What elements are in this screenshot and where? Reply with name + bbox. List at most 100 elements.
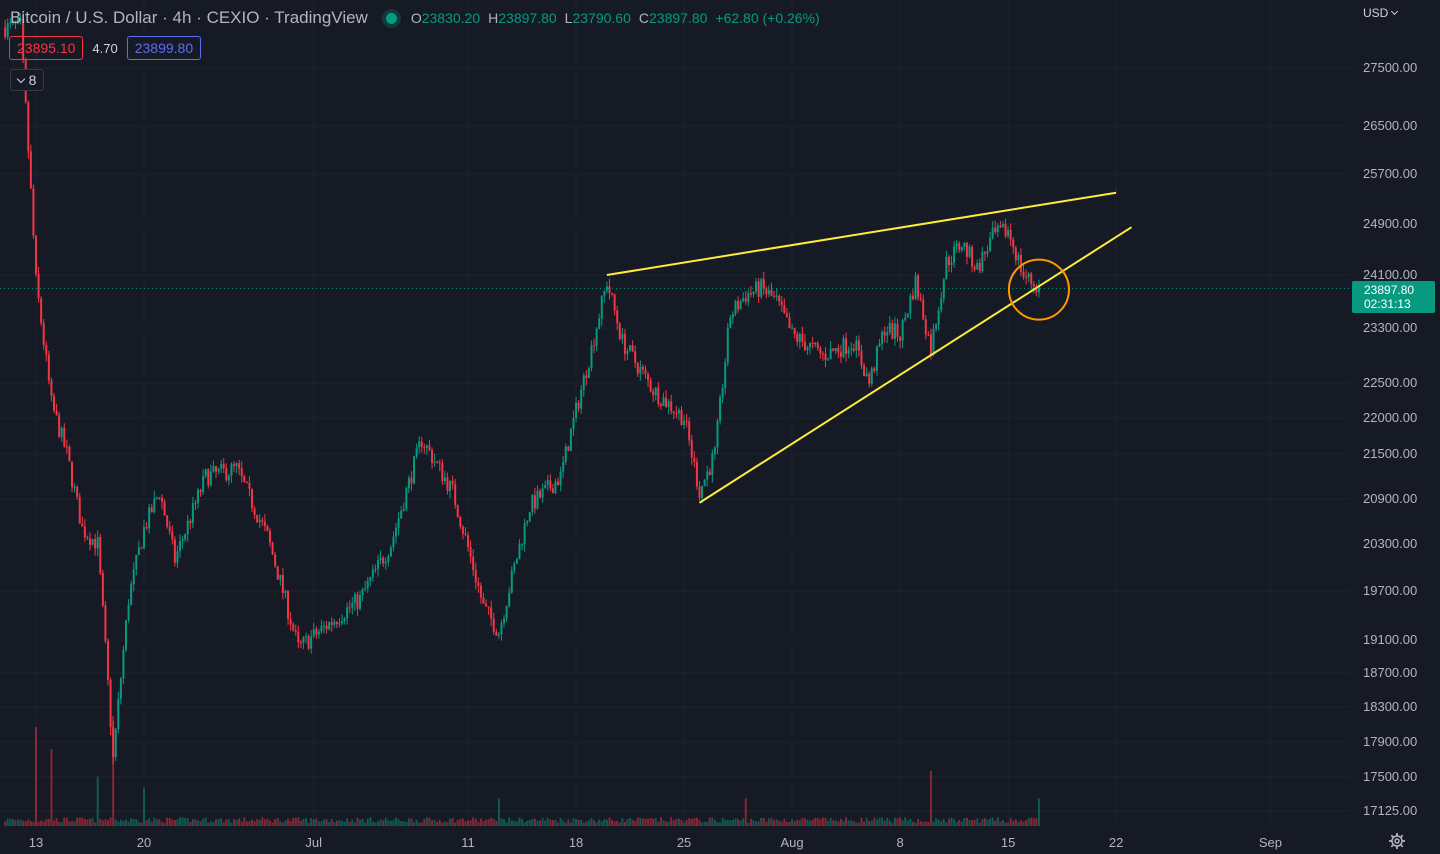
axes: 27500.00 26500.00 25700.00 24900.00 24100.00… bbox=[29, 60, 1417, 850]
volume-bar bbox=[544, 820, 547, 826]
price-axis-label: 20900.00 bbox=[1363, 491, 1417, 506]
candle-body bbox=[104, 605, 107, 641]
candle-body bbox=[287, 591, 290, 619]
candle-body bbox=[155, 497, 158, 499]
volume-bar bbox=[626, 819, 629, 826]
volume-bar bbox=[343, 821, 346, 826]
candle-body bbox=[546, 480, 549, 485]
volume-bar bbox=[433, 819, 436, 826]
candle-body bbox=[441, 463, 444, 482]
volume-bar bbox=[4, 821, 7, 826]
interval-label[interactable]: 4h bbox=[172, 8, 192, 27]
volume-bar bbox=[942, 819, 945, 826]
currency-selector[interactable]: USD bbox=[1363, 6, 1399, 20]
candle-body bbox=[222, 464, 225, 469]
candle-body bbox=[29, 151, 32, 189]
volume-bar bbox=[659, 817, 662, 826]
volume-bar bbox=[521, 818, 524, 826]
candle-body bbox=[770, 290, 773, 296]
time-axis-label: 25 bbox=[677, 835, 691, 850]
candle-body bbox=[356, 594, 359, 609]
candle-body bbox=[359, 594, 362, 609]
symbol-title[interactable]: Bitcoin / U.S. Dollar · 4h · CEXIO · Tra… bbox=[10, 8, 368, 28]
volume-bar bbox=[914, 822, 917, 826]
candle-body bbox=[981, 252, 984, 272]
volume-bar bbox=[554, 819, 557, 826]
candle-body bbox=[407, 477, 410, 489]
volume-bar bbox=[888, 820, 891, 826]
volume-bar bbox=[42, 821, 45, 826]
price-axis-label: 19700.00 bbox=[1363, 583, 1417, 598]
volume-bar bbox=[294, 817, 297, 826]
time-axis-label: 11 bbox=[461, 835, 475, 850]
candle-body bbox=[901, 320, 904, 341]
volume-bar bbox=[917, 818, 920, 826]
volume-bar bbox=[276, 818, 279, 826]
volume-bar bbox=[1004, 822, 1007, 826]
volume-bar bbox=[261, 817, 264, 826]
volume-bar bbox=[389, 820, 392, 826]
candle-body bbox=[245, 481, 248, 483]
candle-body bbox=[724, 362, 727, 389]
candle-body bbox=[672, 411, 675, 413]
volume-bar bbox=[603, 819, 606, 826]
candle-body bbox=[775, 295, 778, 297]
volume-bar bbox=[536, 820, 539, 826]
candle-body bbox=[78, 496, 81, 524]
price-axis-label: 26500.00 bbox=[1363, 118, 1417, 133]
volume-bar bbox=[842, 820, 845, 826]
candle-body bbox=[148, 507, 151, 529]
candle-body bbox=[932, 329, 935, 356]
indicators-toggle-button[interactable]: 8 bbox=[10, 69, 44, 91]
candle-body bbox=[845, 338, 848, 354]
candle-body bbox=[806, 347, 809, 351]
candle-body bbox=[53, 395, 56, 411]
candle-body bbox=[99, 537, 102, 573]
candle-body bbox=[446, 477, 449, 491]
candle-body bbox=[125, 620, 128, 650]
volume-bar bbox=[217, 818, 220, 826]
volume-bar bbox=[27, 819, 30, 826]
volume-bar bbox=[333, 822, 336, 826]
candle-body bbox=[109, 679, 112, 728]
volume-bar bbox=[197, 820, 200, 826]
volume-bar bbox=[739, 820, 742, 826]
candle-body bbox=[281, 574, 284, 593]
candle-body bbox=[881, 331, 884, 344]
volume-bar bbox=[929, 771, 932, 826]
volume-bar bbox=[472, 817, 475, 826]
volume-bar bbox=[181, 817, 184, 826]
volume-bar bbox=[667, 821, 670, 826]
candle-body bbox=[343, 618, 346, 622]
candle-body bbox=[605, 286, 608, 291]
gear-icon[interactable] bbox=[1388, 832, 1406, 850]
candle-body bbox=[235, 463, 238, 466]
buy-price-button[interactable]: 23899.80 bbox=[126, 36, 202, 60]
volume-bar bbox=[140, 822, 143, 826]
quote-row: 23895.10 4.70 23899.80 bbox=[9, 36, 202, 60]
volume-bar bbox=[886, 818, 889, 826]
candle-body bbox=[461, 526, 464, 534]
volume-bar bbox=[351, 819, 354, 826]
volume-bar bbox=[639, 817, 642, 826]
volume-bar bbox=[204, 817, 207, 826]
candle-body bbox=[60, 427, 63, 437]
candle-body bbox=[348, 607, 351, 609]
candle-body bbox=[675, 412, 678, 414]
volume-bar bbox=[629, 817, 632, 826]
candle-body bbox=[377, 560, 380, 569]
volume-bar bbox=[158, 819, 161, 826]
volume-bar bbox=[284, 820, 287, 826]
candle-body bbox=[523, 523, 526, 545]
candle-body bbox=[76, 486, 79, 497]
candle-body bbox=[945, 256, 948, 280]
volume-bar bbox=[253, 821, 256, 826]
candle-body bbox=[389, 547, 392, 557]
volume-bar bbox=[996, 817, 999, 826]
candle-body bbox=[225, 468, 228, 481]
candle-body bbox=[261, 520, 264, 522]
sell-price-button[interactable]: 23895.10 bbox=[9, 36, 84, 60]
candle-body bbox=[256, 515, 259, 523]
volume-bar bbox=[652, 818, 655, 826]
